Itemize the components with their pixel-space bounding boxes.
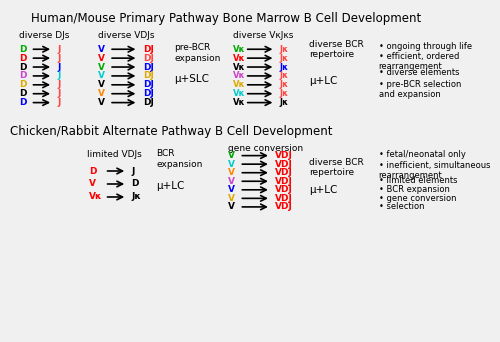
Text: diverse BCR
repertoire: diverse BCR repertoire: [309, 158, 364, 177]
Text: Vκ: Vκ: [232, 54, 245, 63]
Text: D: D: [20, 45, 27, 54]
Text: V: V: [228, 194, 235, 203]
Text: Jκ: Jκ: [280, 98, 289, 107]
Text: • selection: • selection: [378, 202, 424, 211]
Text: VDJ: VDJ: [276, 185, 293, 194]
Text: D: D: [20, 63, 27, 71]
Text: J: J: [58, 54, 61, 63]
Text: D: D: [20, 54, 27, 63]
Text: DJ: DJ: [143, 80, 154, 89]
Text: Jκ: Jκ: [132, 193, 141, 201]
Text: • limited elements: • limited elements: [378, 176, 457, 185]
Text: VDJ: VDJ: [276, 194, 293, 203]
Text: Vκ: Vκ: [89, 193, 102, 201]
Text: limited VDJs: limited VDJs: [86, 150, 142, 159]
Text: VDJ: VDJ: [276, 151, 293, 160]
Text: V: V: [98, 89, 105, 98]
Text: V: V: [228, 177, 235, 186]
Text: Jκ: Jκ: [280, 45, 289, 54]
Text: μ+LC: μ+LC: [309, 76, 338, 87]
Text: Jκ: Jκ: [280, 71, 289, 80]
Text: DJ: DJ: [143, 63, 154, 71]
Text: VDJ: VDJ: [276, 202, 293, 211]
Text: Human/Mouse Primary Pathway Bone Marrow B Cell Development: Human/Mouse Primary Pathway Bone Marrow …: [31, 12, 421, 25]
Text: J: J: [58, 98, 61, 107]
Text: DJ: DJ: [143, 54, 154, 63]
Text: Jκ: Jκ: [280, 80, 289, 89]
Text: V: V: [228, 160, 235, 169]
Text: J: J: [58, 89, 61, 98]
Text: DJ: DJ: [143, 89, 154, 98]
Text: DJ: DJ: [143, 98, 154, 107]
Text: V: V: [228, 151, 235, 160]
Text: μ+LC: μ+LC: [156, 181, 184, 192]
Text: J: J: [58, 80, 61, 89]
Text: gene conversion: gene conversion: [228, 144, 304, 153]
Text: diverse DJs: diverse DJs: [20, 31, 70, 40]
Text: Vκ: Vκ: [232, 98, 245, 107]
Text: V: V: [98, 54, 105, 63]
Text: Vκ: Vκ: [232, 80, 245, 89]
Text: J: J: [58, 63, 61, 71]
Text: diverse BCR
repertoire: diverse BCR repertoire: [309, 40, 364, 59]
Text: V: V: [89, 180, 96, 188]
Text: • BCR expansion: • BCR expansion: [378, 185, 450, 194]
Text: • efficient, ordered
rearrangement: • efficient, ordered rearrangement: [378, 52, 459, 71]
Text: Jκ: Jκ: [280, 63, 289, 71]
Text: • pre-BCR selection
and expansion: • pre-BCR selection and expansion: [378, 80, 461, 100]
Text: V: V: [98, 71, 105, 80]
Text: D: D: [132, 180, 139, 188]
Text: V: V: [98, 45, 105, 54]
Text: DJ: DJ: [143, 45, 154, 54]
Text: diverse VDJs: diverse VDJs: [98, 31, 154, 40]
Text: • gene conversion: • gene conversion: [378, 194, 456, 203]
Text: VDJ: VDJ: [276, 160, 293, 169]
Text: V: V: [98, 80, 105, 89]
Text: • ongoing through life: • ongoing through life: [378, 42, 472, 51]
Text: J: J: [58, 71, 61, 80]
Text: Chicken/Rabbit Alternate Pathway B Cell Development: Chicken/Rabbit Alternate Pathway B Cell …: [10, 125, 333, 138]
Text: J: J: [58, 45, 61, 54]
Text: D: D: [20, 71, 27, 80]
Text: μ+LC: μ+LC: [309, 185, 338, 195]
Text: V: V: [98, 98, 105, 107]
Text: V: V: [98, 63, 105, 71]
Text: V: V: [228, 185, 235, 194]
Text: D: D: [89, 167, 96, 175]
Text: • diverse elements: • diverse elements: [378, 68, 459, 77]
Text: Vκ: Vκ: [232, 71, 245, 80]
Text: VDJ: VDJ: [276, 168, 293, 177]
Text: J: J: [132, 167, 135, 175]
Text: V: V: [228, 168, 235, 177]
Text: Vκ: Vκ: [232, 45, 245, 54]
Text: D: D: [20, 80, 27, 89]
Text: BCR
expansion: BCR expansion: [156, 149, 202, 169]
Text: diverse VκJκs: diverse VκJκs: [232, 31, 293, 40]
Text: Jκ: Jκ: [280, 54, 289, 63]
Text: • inefficient, simultaneous
rearrangement: • inefficient, simultaneous rearrangemen…: [378, 161, 490, 180]
Text: • fetal/neonatal only: • fetal/neonatal only: [378, 150, 466, 159]
Text: Vκ: Vκ: [232, 89, 245, 98]
Text: DJ: DJ: [143, 71, 154, 80]
Text: Jκ: Jκ: [280, 89, 289, 98]
Text: V: V: [228, 202, 235, 211]
Text: Vκ: Vκ: [232, 63, 245, 71]
Text: D: D: [20, 98, 27, 107]
Text: μ+SLC: μ+SLC: [174, 74, 210, 84]
Text: pre-BCR
expansion: pre-BCR expansion: [174, 43, 220, 63]
Text: D: D: [20, 89, 27, 98]
Text: VDJ: VDJ: [276, 177, 293, 186]
